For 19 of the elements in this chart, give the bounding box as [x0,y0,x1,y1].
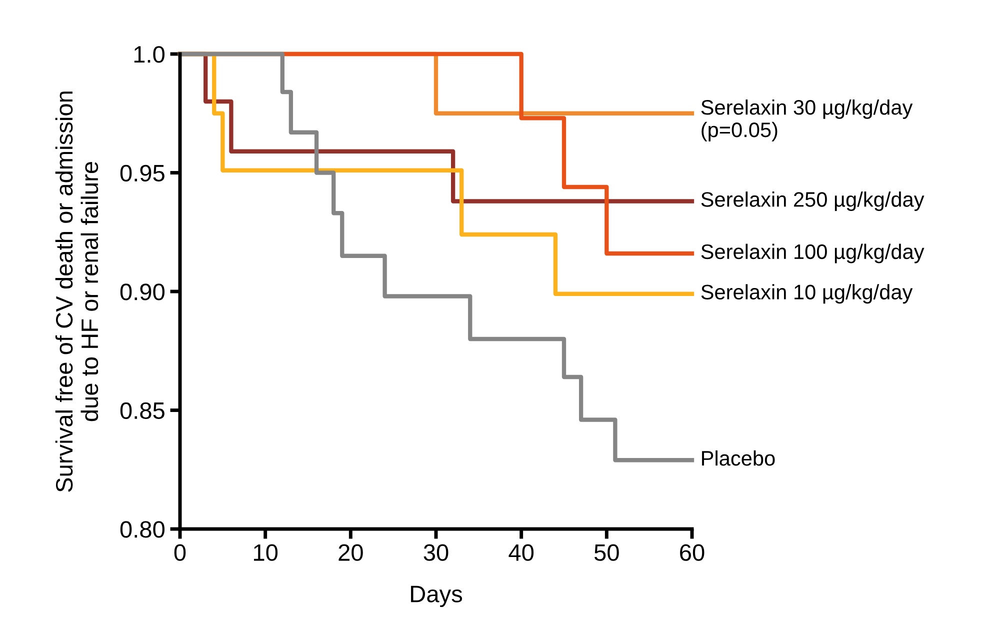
x-axis-title: Days [411,586,462,608]
series-label: Serelaxin 100 µg/kg/day [701,244,924,264]
x-tick-label: 50 [594,544,619,561]
y-tick-label: 0.90 [120,284,164,300]
x-tick-label: 30 [424,544,448,561]
y-tick-label: 1.0 [134,46,164,63]
x-tick-label: 40 [508,544,534,561]
series-label: Placebo [702,450,775,466]
series-label: Serelaxin 10 µg/kg/day [701,284,913,304]
x-tick-label: 20 [338,544,363,561]
series-label: Serelaxin 30 µg/kg/day (p=0.05) [701,99,913,142]
y-tick-label: 0.95 [120,164,164,182]
series-label: Serelaxin 250 µg/kg/day [701,192,924,211]
y-axis-title: Survival free of CV death or admission due to HF or renal failure [55,92,98,492]
x-tick-label: 0 [174,544,186,561]
x-tick-label: 60 [680,544,704,561]
y-tick-label: 0.85 [120,402,164,420]
y-tick-label: 0.80 [120,521,164,538]
x-tick-label: 10 [254,544,278,561]
